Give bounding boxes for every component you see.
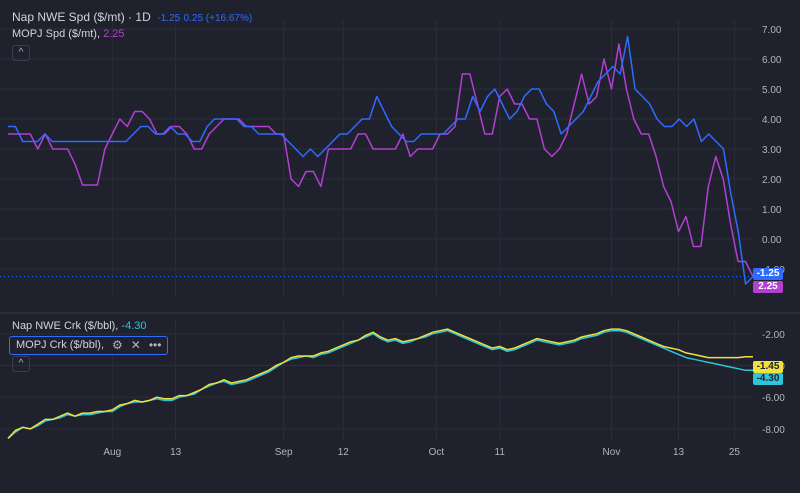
chevron-up-icon: ^: [18, 47, 24, 58]
price-tag-mopj-crk: -1.45: [753, 361, 783, 373]
symbol-title: Nap NWE Spd ($/mt): [12, 10, 125, 24]
series-line-primary: [7, 329, 753, 439]
y-tick-label: 5.00: [762, 85, 782, 96]
x-tick-label: Aug: [103, 447, 121, 458]
series-line-overlay: [8, 43, 754, 277]
gear-icon[interactable]: ⚙: [112, 338, 123, 352]
more-icon[interactable]: •••: [148, 338, 162, 352]
overlay-value: 2.25: [103, 28, 125, 40]
series-line-overlay: [7, 328, 753, 439]
collapse-legend-button[interactable]: ^: [12, 45, 30, 61]
lower-symbol: Nap NWE Crk ($/bbl),: [12, 320, 119, 332]
y-tick-label: -6.00: [762, 393, 785, 404]
lower-overlay-symbol: MOPJ Crk ($/bbl),: [16, 339, 105, 351]
x-tick-label: 12: [338, 447, 350, 458]
lower-legend: Nap NWE Crk ($/bbl), -4.30: [12, 320, 147, 332]
y-tick-label: 3.00: [762, 145, 782, 156]
overlay-legend: MOPJ Spd ($/mt), 2.25: [12, 28, 125, 40]
interval-label: 1D: [135, 10, 151, 24]
overlay-symbol: MOPJ Spd ($/mt),: [12, 28, 101, 40]
y-tick-label: 0.00: [762, 235, 782, 246]
last-value: -1.25: [157, 13, 181, 24]
chevron-up-icon: ^: [18, 358, 24, 369]
price-tag-nwe-spd: -1.25: [753, 268, 783, 280]
lower-overlay-chip[interactable]: MOPJ Crk ($/bbl), ⚙ ✕ •••: [9, 336, 169, 355]
change-value: 0.25 (+16.67%): [183, 13, 253, 24]
y-tick-label: 2.00: [762, 175, 782, 186]
y-tick-label: 1.00: [762, 205, 782, 216]
y-tick-label: 6.00: [762, 55, 782, 66]
y-tick-label: -2.00: [762, 330, 785, 341]
x-tick-label: 13: [673, 447, 685, 458]
x-tick-label: Nov: [603, 447, 621, 458]
y-tick-label: 7.00: [762, 25, 782, 36]
x-tick-label: Oct: [429, 447, 445, 458]
x-tick-label: 13: [170, 447, 182, 458]
price-tag-nwe-crk: -4.30: [753, 373, 783, 385]
x-tick-label: Sep: [275, 447, 293, 458]
x-tick-label: 25: [729, 447, 741, 458]
main-legend: Nap NWE Spd ($/mt) · 1D -1.25 0.25 (+16.…: [12, 10, 253, 24]
series-line-primary: [8, 35, 754, 285]
close-icon[interactable]: ✕: [130, 338, 141, 352]
price-tag-mopj-spd: 2.25: [753, 281, 783, 293]
x-tick-label: 11: [495, 447, 506, 458]
y-tick-label: 4.00: [762, 115, 782, 126]
lower-value: -4.30: [121, 320, 147, 332]
y-tick-label: -8.00: [762, 425, 785, 436]
collapse-lower-legend-button[interactable]: ^: [12, 356, 30, 372]
